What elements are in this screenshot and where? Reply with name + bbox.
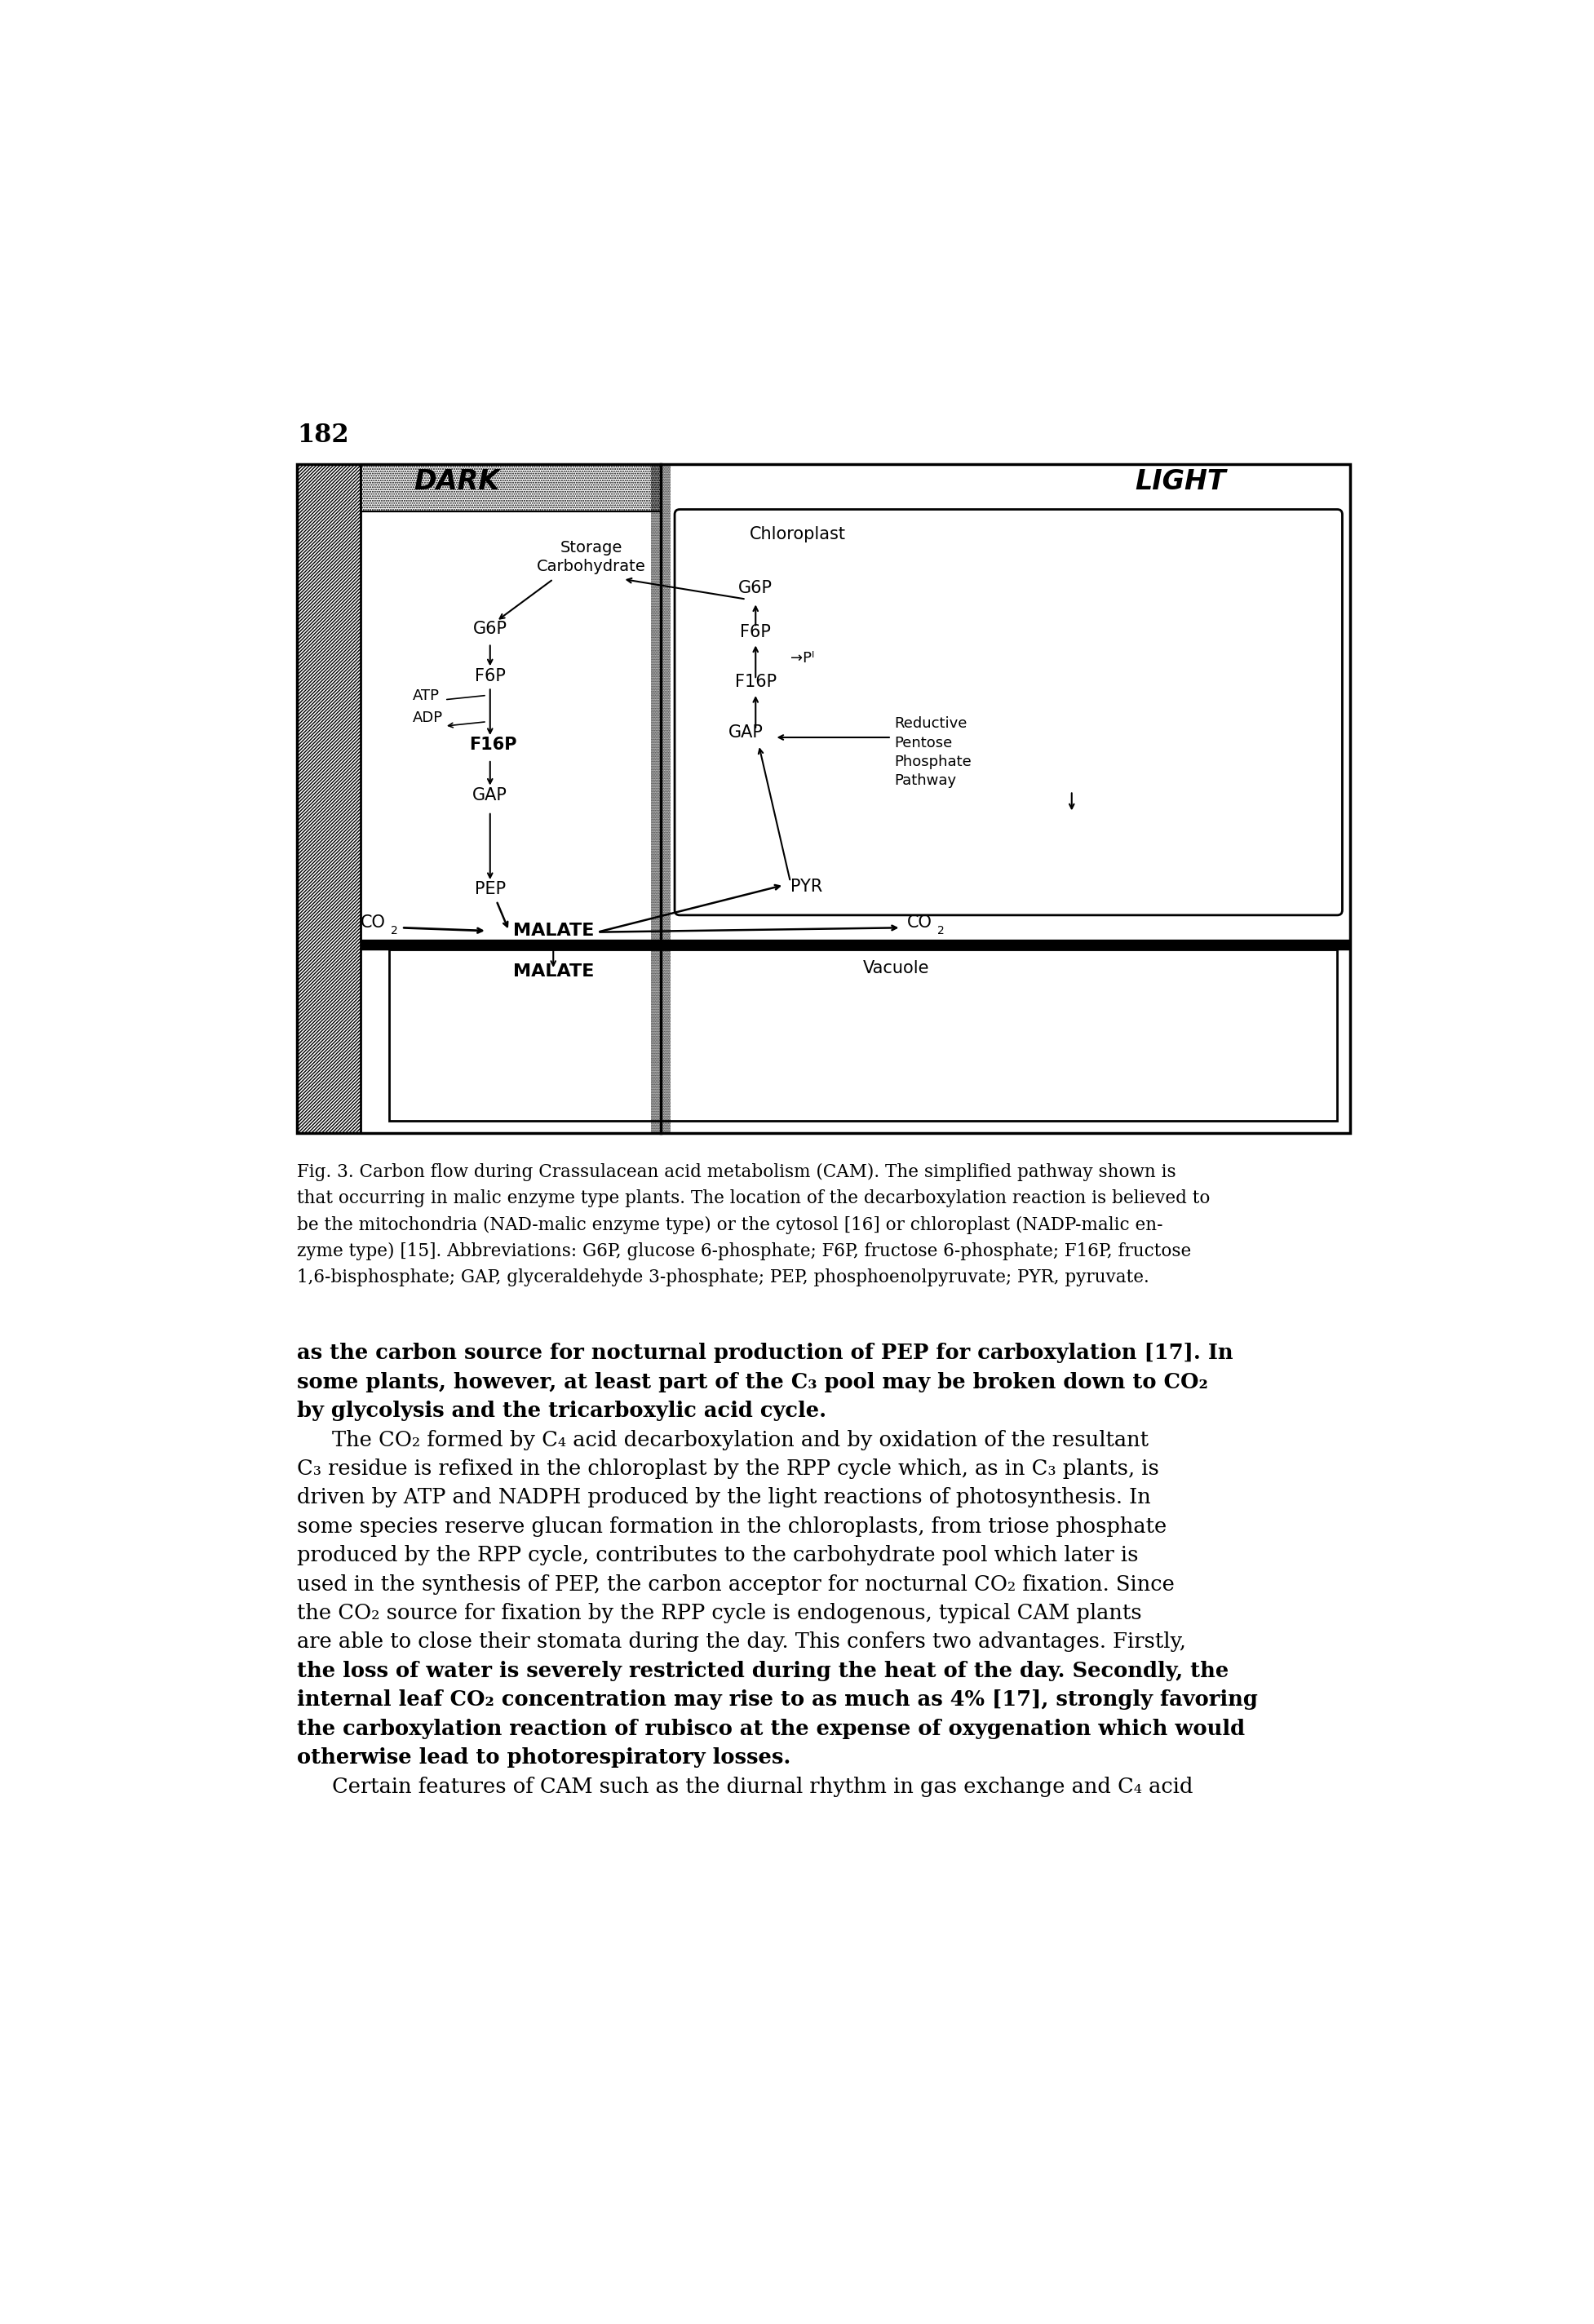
Text: Chloroplast: Chloroplast	[749, 528, 845, 544]
Bar	[296, 465, 360, 1134]
Text: GAP: GAP	[728, 725, 764, 741]
Text: by glycolysis and the tricarboxylic acid cycle.: by glycolysis and the tricarboxylic acid…	[296, 1401, 827, 1420]
Text: F16P: F16P	[469, 737, 516, 753]
Text: PYR: PYR	[791, 878, 823, 895]
Text: ATP: ATP	[413, 688, 440, 702]
Text: the CO₂ source for fixation by the RPP cycle is endogenous, typical CAM plants: the CO₂ source for fixation by the RPP c…	[296, 1604, 1141, 1624]
Text: LIGHT: LIGHT	[1135, 467, 1226, 495]
Text: 2: 2	[391, 925, 398, 937]
Text: G6P: G6P	[738, 581, 773, 597]
Text: some species reserve glucan formation in the chloroplasts, from triose phosphate: some species reserve glucan formation in…	[296, 1515, 1167, 1536]
Text: ADP: ADP	[413, 711, 443, 725]
Text: CO: CO	[360, 916, 386, 932]
Text: driven by ATP and NADPH produced by the light reactions of photosynthesis. In: driven by ATP and NADPH produced by the …	[296, 1487, 1151, 1508]
Text: DARK: DARK	[414, 467, 501, 495]
Text: The CO₂ formed by C₄ acid decarboxylation and by oxidation of the resultant: The CO₂ formed by C₄ acid decarboxylatio…	[332, 1429, 1149, 1450]
Text: Vacuole: Vacuole	[862, 960, 929, 976]
Text: be the mitochondria (NAD-malic enzyme type) or the cytosol [16] or chloroplast (: be the mitochondria (NAD-malic enzyme ty…	[296, 1215, 1164, 1234]
FancyBboxPatch shape	[674, 509, 1342, 916]
Text: 182: 182	[296, 423, 349, 449]
Text: F6P: F6P	[740, 623, 771, 639]
Text: as the carbon source for nocturnal production of PEP for carboxylation [17]. In: as the carbon source for nocturnal produ…	[296, 1343, 1234, 1364]
Text: zyme type) [15]. Abbreviations: G6P, glucose 6-phosphate; F6P, fructose 6-phosph: zyme type) [15]. Abbreviations: G6P, glu…	[296, 1243, 1192, 1260]
Text: G6P: G6P	[473, 621, 507, 637]
Text: internal leaf CO₂ concentration may rise to as much as 4% [17], strongly favorin: internal leaf CO₂ concentration may rise…	[296, 1690, 1258, 1710]
Text: the carboxylation reaction of rubisco at the expense of oxygenation which would: the carboxylation reaction of rubisco at…	[296, 1717, 1245, 1738]
Bar	[389, 951, 1337, 1120]
Text: the loss of water is severely restricted during the heat of the day. Secondly, t: the loss of water is severely restricted…	[296, 1662, 1229, 1680]
Text: →Pᴵ: →Pᴵ	[791, 651, 815, 665]
Text: C₃ residue is refixed in the chloroplast by the RPP cycle which, as in C₃ plants: C₃ residue is refixed in the chloroplast…	[296, 1459, 1159, 1478]
Text: Reductive: Reductive	[894, 716, 968, 732]
Text: Carbohydrate: Carbohydrate	[537, 558, 646, 574]
Bar	[360, 465, 662, 511]
Text: CO: CO	[907, 916, 932, 932]
Text: are able to close their stomata during the day. This confers two advantages. Fir: are able to close their stomata during t…	[296, 1631, 1186, 1652]
Text: some plants, however, at least part of the C₃ pool may be broken down to CO₂: some plants, however, at least part of t…	[296, 1371, 1208, 1392]
Text: F6P: F6P	[475, 667, 505, 683]
Bar	[296, 465, 360, 1134]
Text: PEP: PEP	[475, 881, 505, 897]
Text: Storage: Storage	[559, 539, 622, 555]
Text: MALATE: MALATE	[513, 923, 595, 939]
Text: Pentose: Pentose	[894, 734, 953, 751]
Text: GAP: GAP	[472, 788, 507, 804]
Text: MALATE: MALATE	[513, 962, 595, 978]
Bar	[360, 465, 662, 511]
Bar	[296, 465, 1350, 1134]
Text: 1,6-bisphosphate; GAP, glyceraldehyde 3-phosphate; PEP, phosphoenolpyruvate; PYR: 1,6-bisphosphate; GAP, glyceraldehyde 3-…	[296, 1269, 1149, 1287]
Text: Phosphate: Phosphate	[894, 755, 972, 769]
Text: Certain features of CAM such as the diurnal rhythm in gas exchange and C₄ acid: Certain features of CAM such as the diur…	[332, 1776, 1192, 1796]
Bar	[652, 465, 669, 1134]
Bar	[360, 939, 1350, 951]
Text: otherwise lead to photorespiratory losses.: otherwise lead to photorespiratory losse…	[296, 1748, 791, 1769]
Text: produced by the RPP cycle, contributes to the carbohydrate pool which later is: produced by the RPP cycle, contributes t…	[296, 1545, 1138, 1566]
Text: used in the synthesis of PEP, the carbon acceptor for nocturnal CO₂ fixation. Si: used in the synthesis of PEP, the carbon…	[296, 1573, 1175, 1594]
Text: that occurring in malic enzyme type plants. The location of the decarboxylation : that occurring in malic enzyme type plan…	[296, 1190, 1210, 1208]
Text: F16P: F16P	[735, 674, 776, 690]
Text: Pathway: Pathway	[894, 774, 956, 788]
Text: Fig. 3. Carbon flow during Crassulacean acid metabolism (CAM). The simplified pa: Fig. 3. Carbon flow during Crassulacean …	[296, 1162, 1176, 1181]
Text: 2: 2	[937, 925, 945, 937]
